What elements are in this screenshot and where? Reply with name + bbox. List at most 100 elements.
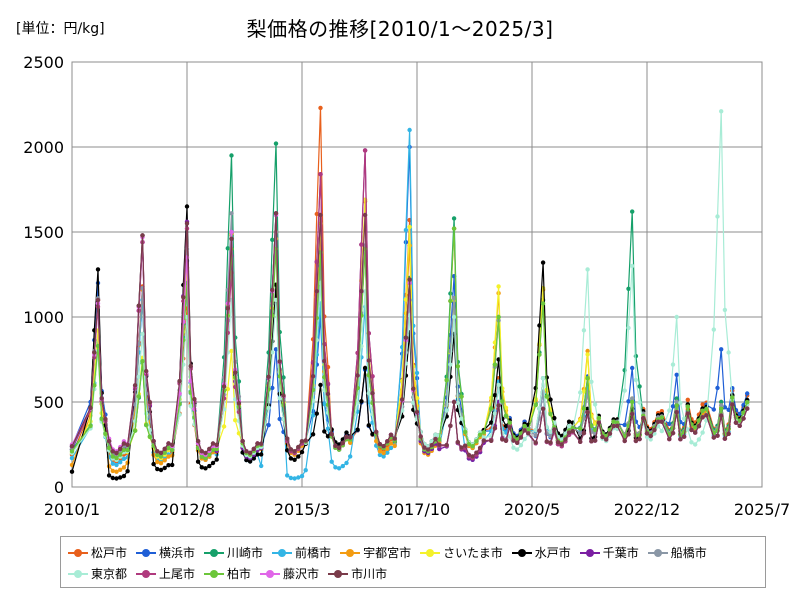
y-tick-label: 2500	[23, 53, 64, 72]
data-point	[496, 382, 501, 388]
data-point	[299, 449, 305, 455]
data-point	[648, 437, 653, 442]
data-point	[719, 109, 724, 114]
data-point	[745, 406, 750, 411]
data-point	[348, 435, 353, 440]
data-point	[314, 211, 319, 217]
data-point	[292, 449, 297, 454]
data-point	[259, 441, 264, 446]
data-point	[118, 460, 123, 465]
data-point	[711, 327, 716, 332]
data-point	[540, 260, 546, 265]
legend-marker	[647, 547, 669, 559]
data-point	[518, 435, 524, 440]
data-point	[225, 246, 230, 251]
data-point	[88, 423, 93, 429]
data-point	[225, 386, 230, 392]
data-point	[121, 456, 127, 461]
data-point	[125, 442, 130, 447]
data-point	[266, 374, 271, 379]
x-tick-label: 2015/3	[274, 500, 330, 519]
legend-label: 東京都	[91, 567, 128, 581]
y-tick-label: 1500	[23, 223, 64, 242]
y-tick-label: 0	[54, 478, 64, 497]
data-point	[359, 242, 364, 247]
data-point	[448, 298, 453, 304]
data-point	[333, 465, 338, 470]
data-point	[674, 396, 679, 401]
legend-marker	[135, 568, 157, 580]
data-point	[158, 450, 164, 456]
data-point	[700, 430, 705, 435]
data-point	[630, 209, 635, 214]
series-layer	[69, 105, 750, 481]
data-point	[589, 379, 594, 384]
data-point	[611, 419, 616, 424]
data-point	[166, 445, 171, 451]
legend-label: 松戸市	[91, 546, 128, 560]
data-point	[563, 437, 568, 442]
data-point	[296, 454, 301, 459]
data-point	[566, 423, 572, 429]
legend-label: 市川市	[351, 567, 388, 581]
data-point	[92, 350, 97, 355]
data-point	[444, 378, 449, 383]
data-point	[407, 277, 412, 282]
data-point	[403, 297, 409, 302]
data-point	[359, 289, 364, 294]
data-point	[648, 433, 653, 439]
data-point	[233, 418, 238, 423]
data-point	[715, 214, 720, 219]
data-point	[114, 450, 119, 456]
data-point	[385, 446, 390, 452]
legend-label: 水戸市	[534, 546, 571, 560]
data-point	[110, 461, 116, 466]
data-point	[737, 418, 742, 423]
data-point	[188, 363, 193, 369]
data-point	[69, 444, 75, 449]
data-point	[667, 436, 672, 442]
data-point	[229, 211, 234, 216]
data-point	[444, 442, 449, 448]
legend-label: 上尾市	[159, 567, 196, 581]
data-point	[674, 403, 679, 408]
data-point	[578, 426, 583, 431]
data-point	[158, 454, 164, 459]
data-point	[281, 375, 286, 380]
data-point	[737, 423, 742, 428]
data-point	[229, 153, 234, 158]
data-point	[489, 406, 494, 411]
data-point	[277, 396, 282, 401]
data-point	[481, 438, 486, 443]
data-point	[333, 443, 338, 449]
chart-title: 梨価格の推移[2010/1～2025/3]	[246, 17, 554, 41]
legend-label: 藤沢市	[283, 567, 320, 581]
data-point	[285, 473, 290, 478]
data-point	[693, 442, 698, 447]
data-point	[526, 427, 531, 433]
data-point	[470, 454, 475, 459]
data-point	[136, 303, 141, 308]
data-point	[273, 141, 279, 146]
legend-marker	[203, 547, 225, 559]
data-point	[685, 397, 690, 402]
data-point	[581, 389, 587, 394]
data-point	[296, 475, 301, 480]
data-point	[463, 443, 468, 448]
unit-label: [単位：円/kg]	[16, 21, 105, 37]
data-point	[259, 452, 264, 457]
legend-item: 横浜市	[135, 542, 195, 563]
data-point	[162, 465, 167, 471]
data-point	[437, 437, 442, 442]
data-point	[711, 407, 716, 412]
data-point	[674, 314, 679, 320]
data-point	[370, 431, 375, 437]
data-point	[355, 373, 360, 378]
data-point	[125, 469, 130, 474]
data-point	[726, 407, 731, 412]
data-point	[140, 331, 145, 337]
data-point	[596, 420, 601, 425]
data-point	[448, 423, 453, 428]
data-point	[140, 233, 145, 238]
